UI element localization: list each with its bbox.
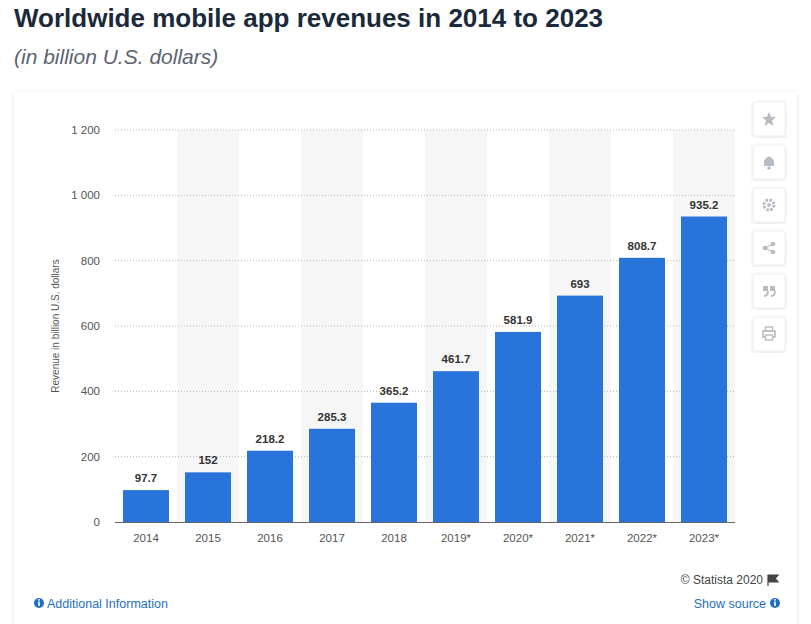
side-button-bg[interactable] xyxy=(753,102,785,136)
column-band xyxy=(425,130,487,522)
quote-icon xyxy=(764,291,775,296)
info-icon xyxy=(774,599,776,601)
info-icon xyxy=(38,599,40,601)
info-icon xyxy=(34,598,44,608)
info-icon xyxy=(38,602,40,607)
print-icon xyxy=(766,327,773,331)
quote-icon xyxy=(763,286,768,291)
data-label: 693 xyxy=(570,278,589,290)
flag-icon xyxy=(768,575,778,586)
grid-line xyxy=(115,130,735,131)
column-band xyxy=(549,130,611,522)
y-axis-label: Revenue in billion U.S. dollars xyxy=(50,259,61,392)
data-label: 365.2 xyxy=(380,385,409,397)
bell-icon xyxy=(764,157,774,167)
side-button-bg[interactable] xyxy=(753,231,785,265)
bar xyxy=(681,217,727,522)
x-tick-label: 2019* xyxy=(441,532,472,544)
bell-icon xyxy=(767,166,771,170)
print-icon xyxy=(766,335,773,340)
x-tick-label: 2016 xyxy=(257,532,283,544)
bar xyxy=(495,332,541,522)
info-icon xyxy=(770,598,780,608)
show-source-link[interactable]: Show source xyxy=(694,597,766,611)
data-label: 935.2 xyxy=(690,199,719,211)
info-icon xyxy=(774,602,776,607)
data-label: 808.7 xyxy=(628,240,657,252)
grid-line xyxy=(115,195,735,196)
bars xyxy=(123,217,727,522)
gear-icon xyxy=(764,200,774,210)
side-button-bg[interactable] xyxy=(753,317,785,351)
bar xyxy=(247,451,293,522)
bar xyxy=(123,490,169,522)
subtitle: (in billion U.S. dollars) xyxy=(14,45,218,68)
data-label: 461.7 xyxy=(442,353,471,365)
card xyxy=(14,92,797,624)
data-label: 97.7 xyxy=(135,472,157,484)
side-button-bg[interactable] xyxy=(753,188,785,222)
data-label: 581.9 xyxy=(504,314,533,326)
y-tick-label: 1 000 xyxy=(71,189,100,201)
star-icon xyxy=(762,112,776,126)
bar xyxy=(309,429,355,522)
y-tick-label: 600 xyxy=(81,320,100,332)
x-tick-label: 2020* xyxy=(503,532,534,544)
side-button xyxy=(753,274,785,308)
side-button xyxy=(753,231,785,265)
x-tick-label: 2022* xyxy=(627,532,658,544)
side-button xyxy=(753,102,785,136)
chart-canvas: Worldwide mobile app revenues in 2014 to… xyxy=(0,0,811,624)
y-tick-label: 200 xyxy=(81,451,100,463)
y-tick-label: 400 xyxy=(81,385,100,397)
y-tick-label: 1 200 xyxy=(71,124,100,136)
x-tick-label: 2015 xyxy=(195,532,221,544)
x-tick-label: 2014 xyxy=(133,532,159,544)
y-tick-label: 0 xyxy=(94,516,100,528)
x-tick-label: 2021* xyxy=(565,532,596,544)
x-tick-label: 2018 xyxy=(381,532,407,544)
data-label: 218.2 xyxy=(256,433,285,445)
bar xyxy=(619,258,665,522)
bar xyxy=(557,296,603,522)
title: Worldwide mobile app revenues in 2014 to… xyxy=(14,3,603,33)
side-button xyxy=(753,317,785,351)
share-icon xyxy=(765,244,773,252)
x-tick-label: 2023* xyxy=(689,532,720,544)
column-band xyxy=(673,130,735,522)
bar xyxy=(185,472,231,522)
side-button xyxy=(753,188,785,222)
x-tick-label: 2017 xyxy=(319,532,345,544)
x-axis-line xyxy=(115,522,735,523)
side-button-bg[interactable] xyxy=(753,145,785,179)
side-button-bg[interactable] xyxy=(753,274,785,308)
bar xyxy=(371,403,417,522)
side-button xyxy=(753,145,785,179)
additional-info-link[interactable]: Additional Information xyxy=(47,597,168,611)
y-tick-label: 800 xyxy=(81,255,100,267)
source-credit: © Statista 2020 xyxy=(681,573,764,587)
gear-icon xyxy=(767,203,771,207)
bar xyxy=(433,371,479,522)
data-label: 285.3 xyxy=(318,411,347,423)
quote-icon xyxy=(770,286,775,291)
data-label: 152 xyxy=(198,454,217,466)
